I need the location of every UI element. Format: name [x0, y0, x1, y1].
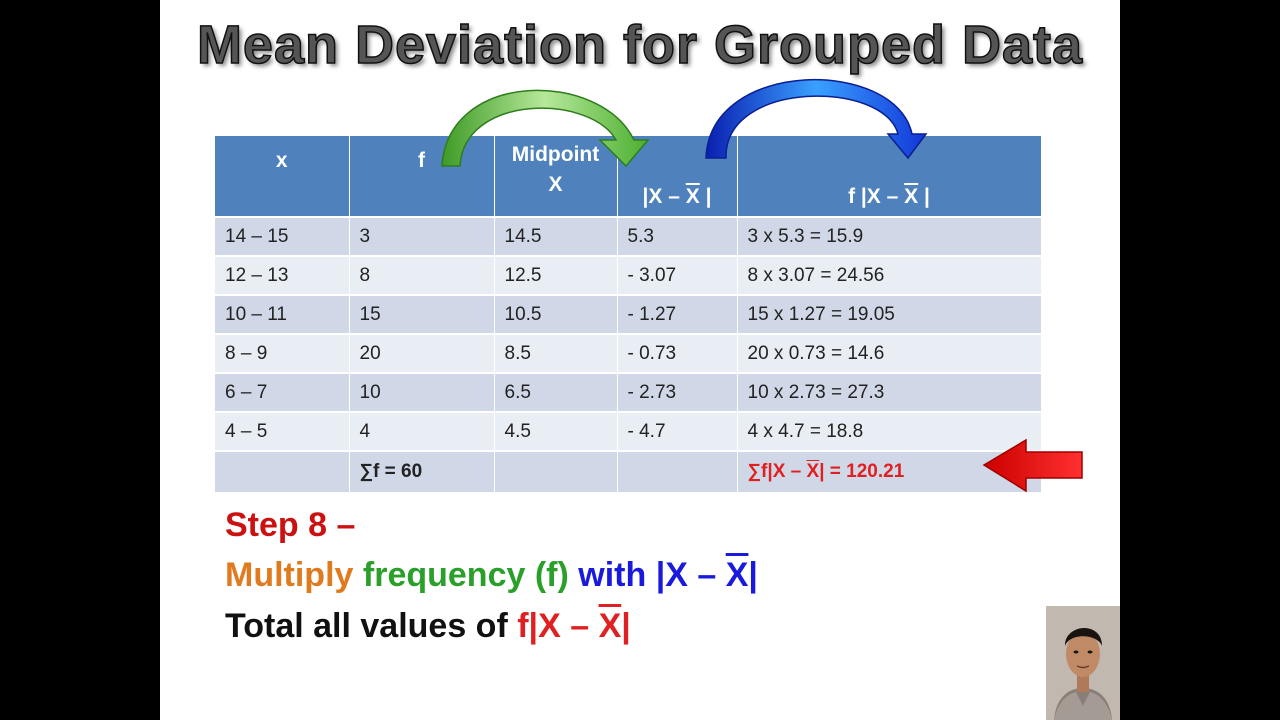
frequency-text: frequency (f) — [362, 556, 569, 594]
step-instruction-multiply: Multiply frequency (f) with |X – X| — [225, 556, 758, 595]
cell-f: 10 — [349, 373, 495, 413]
header-f: f — [349, 136, 495, 218]
slide: Mean Deviation for Grouped Data x f Midp… — [160, 0, 1120, 720]
total-text: Total all values of — [225, 607, 518, 645]
step-title: Step 8 – — [225, 506, 356, 544]
cell-product: 8 x 3.07 = 24.56 — [737, 256, 1042, 296]
slide-title: Mean Deviation for Grouped Data — [196, 14, 1084, 76]
header-x: x — [215, 136, 350, 218]
cell-midpoint: 8.5 — [494, 334, 618, 374]
cell-x: 8 – 9 — [215, 334, 350, 374]
table-total-row: ∑f = 60 ∑f|X – X| = 120.21 — [215, 451, 1042, 494]
cell-midpoint: 14.5 — [494, 217, 618, 257]
multiply-word: Multiply — [225, 556, 354, 594]
cell-product: 3 x 5.3 = 15.9 — [737, 217, 1042, 257]
table-row: 10 – 11 15 10.5 - 1.27 15 x 1.27 = 19.05 — [215, 295, 1042, 335]
cell-deviation: - 0.73 — [617, 334, 738, 374]
cell-f: 15 — [349, 295, 495, 335]
cell-x: 10 – 11 — [215, 295, 350, 335]
cell-midpoint: 12.5 — [494, 256, 618, 296]
header-midpoint-line1: Midpoint — [511, 143, 600, 166]
header-midpoint: Midpoint X — [494, 136, 618, 218]
cell-midpoint: 4.5 — [494, 412, 618, 452]
cell-x: 4 – 5 — [215, 412, 350, 452]
cell-product: 15 x 1.27 = 19.05 — [737, 295, 1042, 335]
table-header-row: x f Midpoint X |X – X | f |X – X | — [215, 136, 1042, 218]
cell-deviation: 5.3 — [617, 217, 738, 257]
data-table: x f Midpoint X |X – X | f |X – X | 14 – … — [215, 136, 1042, 494]
cell-product: 10 x 2.73 = 27.3 — [737, 373, 1042, 413]
cell-midpoint: 6.5 — [494, 373, 618, 413]
table-row: 6 – 7 10 6.5 - 2.73 10 x 2.73 = 27.3 — [215, 373, 1042, 413]
cell-deviation: - 3.07 — [617, 256, 738, 296]
header-f-abs-deviation: f |X – X | — [737, 136, 1042, 218]
table-row: 4 – 5 4 4.5 - 4.7 4 x 4.7 = 18.8 — [215, 412, 1042, 452]
cell-f: 8 — [349, 256, 495, 296]
cell-deviation: - 1.27 — [617, 295, 738, 335]
table-row: 12 – 13 8 12.5 - 3.07 8 x 3.07 = 24.56 — [215, 256, 1042, 296]
cell-x: 6 – 7 — [215, 373, 350, 413]
total-product: ∑f|X – X| = 120.21 — [737, 451, 1042, 494]
cell-deviation: - 4.7 — [617, 412, 738, 452]
cell-x: 12 – 13 — [215, 256, 350, 296]
total-frequency: ∑f = 60 — [349, 451, 495, 494]
cell-f: 4 — [349, 412, 495, 452]
table-row: 8 – 9 20 8.5 - 0.73 20 x 0.73 = 14.6 — [215, 334, 1042, 374]
cell-midpoint: 10.5 — [494, 295, 618, 335]
total-expression: f|X – X| — [517, 607, 631, 645]
cell-product: 20 x 0.73 = 14.6 — [737, 334, 1042, 374]
cell-deviation: - 2.73 — [617, 373, 738, 413]
with-abs-deviation-text: with |X – X| — [578, 556, 758, 594]
cell-empty — [617, 451, 738, 494]
cell-empty — [494, 451, 618, 494]
cell-f: 20 — [349, 334, 495, 374]
table-row: 14 – 15 3 14.5 5.3 3 x 5.3 = 15.9 — [215, 217, 1042, 257]
step-instruction-total: Total all values of f|X – X| — [225, 607, 631, 646]
cell-x: 14 – 15 — [215, 217, 350, 257]
header-midpoint-line2: X — [548, 173, 563, 196]
cell-f: 3 — [349, 217, 495, 257]
cell-empty — [215, 451, 350, 494]
header-abs-deviation: |X – X | — [617, 136, 738, 218]
presenter-photo — [1046, 606, 1120, 720]
cell-product: 4 x 4.7 = 18.8 — [737, 412, 1042, 452]
